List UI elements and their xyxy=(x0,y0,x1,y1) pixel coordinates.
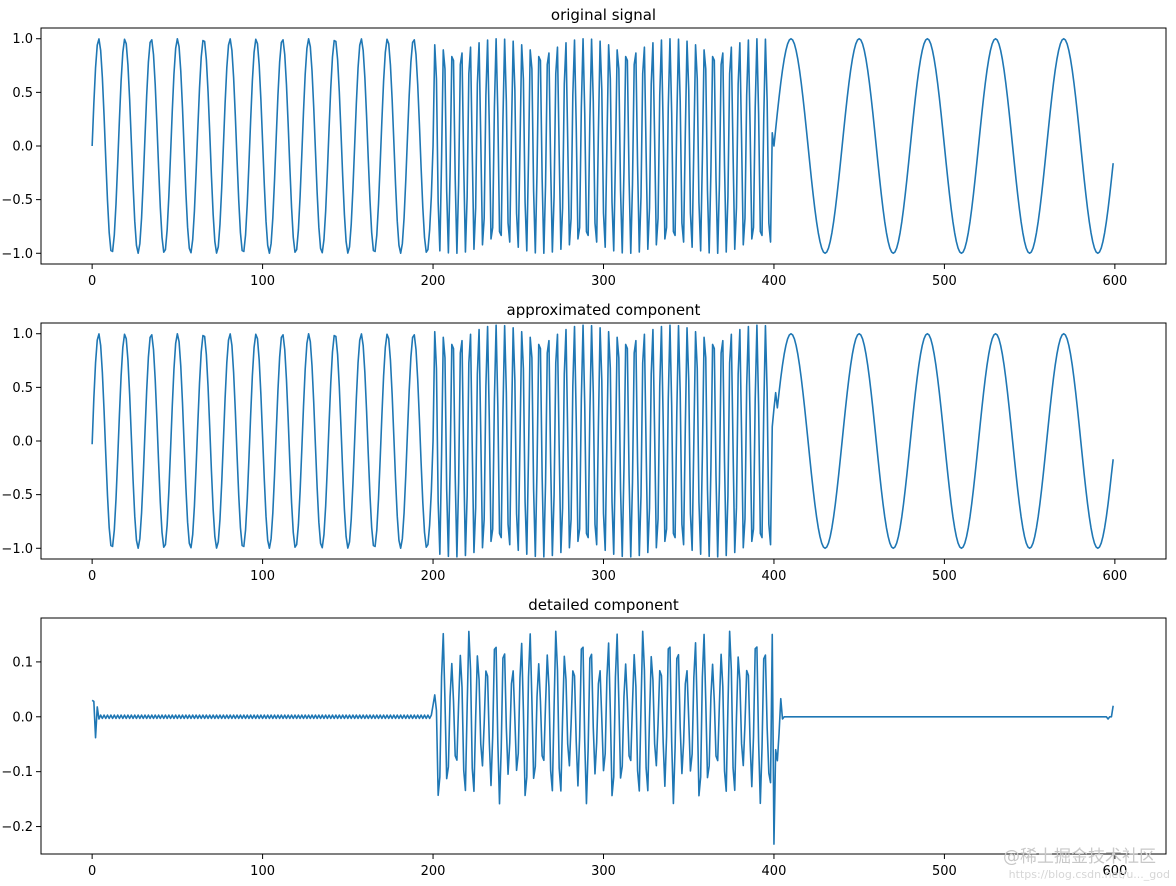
x-tick-label: 300 xyxy=(591,864,616,879)
y-tick-label: 0.0 xyxy=(12,710,33,725)
x-tick-label: 400 xyxy=(762,864,787,879)
x-tick-label: 400 xyxy=(762,274,787,289)
x-tick-label: 100 xyxy=(250,569,275,584)
x-tick-label: 0 xyxy=(88,864,96,879)
watermark-logo: @稀土掘金技术社区 xyxy=(1003,847,1156,867)
subplot-title: original signal xyxy=(551,6,656,24)
x-tick-label: 200 xyxy=(421,274,446,289)
y-tick-label: 1.0 xyxy=(12,32,33,47)
subplot-original-signal: original signal 0 100 200 300 400 500 600 −1.0 −… xyxy=(1,6,1167,289)
y-tick-label: −0.5 xyxy=(1,488,33,503)
x-tick-label: 200 xyxy=(421,864,446,879)
y-tick-label: 0.0 xyxy=(12,140,33,155)
x-tick-label: 300 xyxy=(591,274,616,289)
series-line xyxy=(91,630,1114,845)
y-tick-label: 1.0 xyxy=(12,327,33,342)
axes-frame xyxy=(40,617,1167,855)
x-tick-label: 100 xyxy=(250,274,275,289)
x-tick-label: 500 xyxy=(932,274,957,289)
x-tick-label: 300 xyxy=(591,569,616,584)
x-tick-label: 600 xyxy=(1102,864,1127,879)
subplot-title: approximated component xyxy=(507,301,701,319)
series-line xyxy=(91,37,1114,255)
x-tick-label: 600 xyxy=(1102,274,1127,289)
subplot-approximated-component: approximated component 0 100 200 300 400 500 6… xyxy=(1,301,1167,584)
x-tick-label: 0 xyxy=(88,569,96,584)
subplot-title: detailed component xyxy=(528,596,679,614)
x-tick-label: 400 xyxy=(762,569,787,584)
y-tick-label: 0.1 xyxy=(12,655,33,670)
x-tick-label: 500 xyxy=(932,569,957,584)
series-line xyxy=(91,324,1114,558)
y-tick-label: −0.5 xyxy=(1,193,33,208)
y-tick-label: 0.5 xyxy=(12,86,33,101)
x-tick-label: 100 xyxy=(250,864,275,879)
y-tick-label: −0.2 xyxy=(1,820,33,835)
x-tick-label: 200 xyxy=(421,569,446,584)
y-tick-label: 0.0 xyxy=(12,435,33,450)
y-tick-label: −1.0 xyxy=(1,542,33,557)
watermark-url: https://blog.csdn.net/u..._god xyxy=(1008,868,1170,881)
x-tick-label: 600 xyxy=(1102,569,1127,584)
subplot-detailed-component: detailed component 0 100 200 300 400 500 600 −0… xyxy=(1,596,1167,879)
x-tick-label: 500 xyxy=(932,864,957,879)
y-tick-label: 0.5 xyxy=(12,381,33,396)
y-tick-label: −1.0 xyxy=(1,247,33,262)
x-tick-label: 0 xyxy=(88,274,96,289)
y-tick-label: −0.1 xyxy=(1,765,33,780)
